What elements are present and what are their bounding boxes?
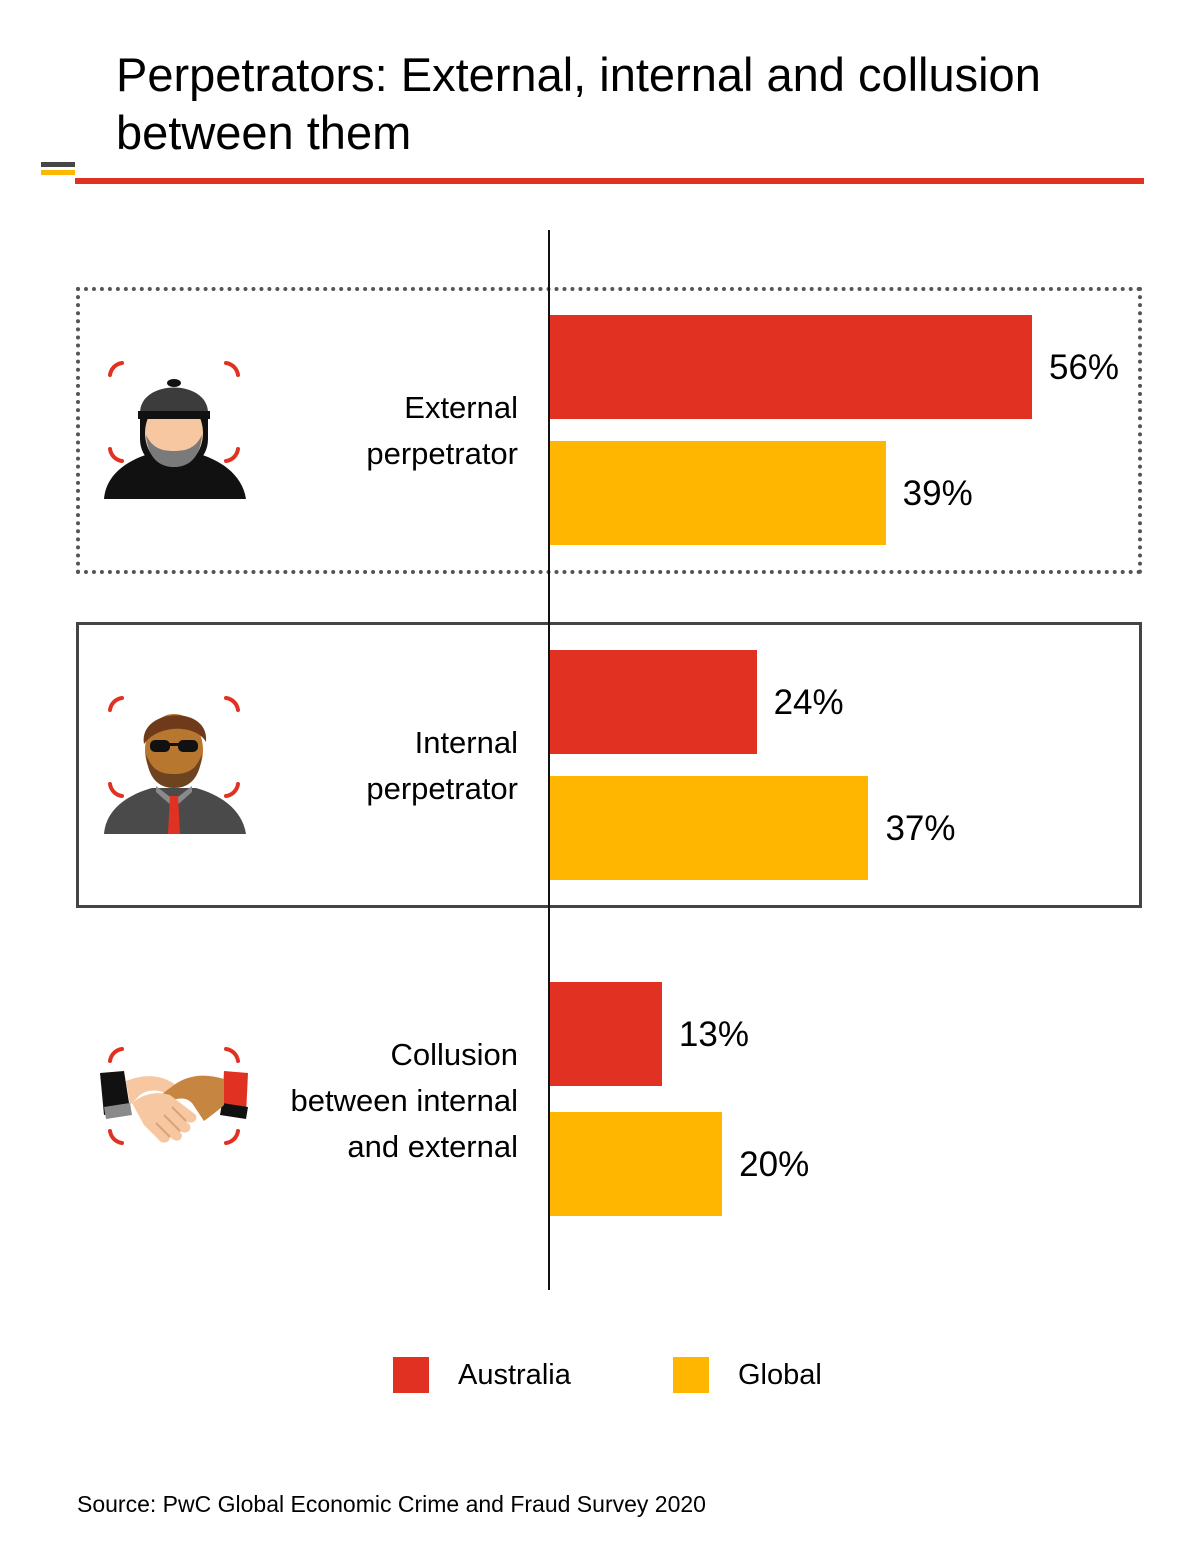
category-label: Collusion between internal and external <box>290 1037 519 1164</box>
bar-global-collusion <box>550 1112 723 1216</box>
businessman-sunglasses-icon <box>104 696 246 834</box>
group-box-external <box>76 287 1142 574</box>
bar-global-external <box>550 441 886 545</box>
handshake-icon <box>100 1047 248 1145</box>
legend-swatch-australia <box>393 1357 429 1393</box>
legend-swatch-global <box>673 1357 709 1393</box>
chart-axis-line <box>548 230 550 1290</box>
bar-australia-collusion <box>550 982 662 1086</box>
source-note: Source: PwC Global Economic Crime and Fr… <box>77 1491 706 1517</box>
bar-global-internal <box>550 776 869 880</box>
hooded-hacker-icon <box>104 361 246 499</box>
value-label-australia-collusion: 13% <box>678 1015 749 1054</box>
title-stripe-yellow <box>41 170 75 175</box>
title-stripe-dark <box>41 162 75 167</box>
group-box-internal <box>76 622 1142 908</box>
value-label-global-external: 39% <box>902 474 973 513</box>
chart-title: Perpetrators: External, internal and col… <box>116 48 1041 159</box>
value-label-australia-external: 56% <box>1049 348 1120 387</box>
value-label-global-internal: 37% <box>885 809 956 848</box>
value-label-global-collusion: 20% <box>739 1145 810 1184</box>
bar-australia-external <box>550 315 1032 419</box>
value-label-australia-internal: 24% <box>773 683 844 722</box>
legend-label-global: Global <box>738 1359 822 1391</box>
category-label: Internal perpetrator <box>366 725 518 806</box>
title-rule <box>75 178 1144 184</box>
category-label: External perpetrator <box>366 390 518 471</box>
bar-australia-internal <box>550 650 757 754</box>
legend-label-australia: Australia <box>458 1359 571 1391</box>
